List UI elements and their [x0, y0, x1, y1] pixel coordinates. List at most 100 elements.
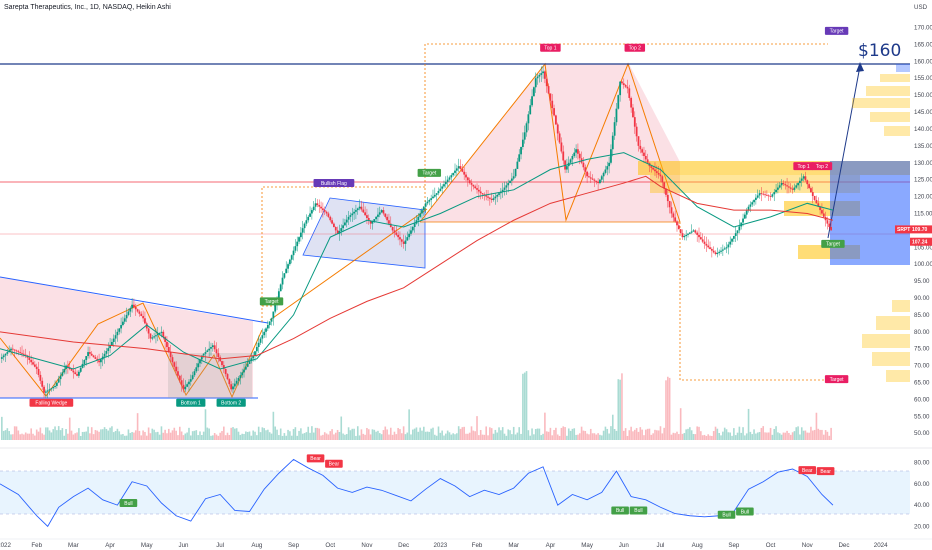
volume-bar [679, 408, 682, 440]
candle-body [344, 222, 346, 226]
candle-body [116, 331, 119, 336]
candle-body [439, 188, 442, 191]
volume-bar [241, 433, 243, 440]
volume-bar [709, 435, 711, 440]
volume-bar [520, 433, 522, 440]
volume-bar [492, 433, 495, 440]
candle-body [180, 380, 183, 385]
candle-body [55, 382, 58, 386]
candle-body [626, 86, 629, 89]
candle-body [243, 369, 245, 373]
volume-bar [633, 429, 636, 440]
candle-body [501, 189, 504, 192]
svg-text:Target: Target [826, 242, 841, 248]
volume-bar [70, 430, 73, 440]
price-tick-label: 100.00 [914, 261, 932, 268]
candle-body [510, 178, 513, 181]
volume-bar [478, 435, 480, 440]
candle-body [261, 335, 264, 339]
candle-body [732, 236, 735, 239]
volume-bar [580, 426, 583, 440]
label-target: Target [259, 297, 284, 306]
candle-body [318, 205, 321, 207]
volume-bar [188, 427, 190, 440]
volume-bar [544, 412, 546, 440]
time-axis[interactable]: 2022 Feb Mar Apr May Jun Jul Aug Sep Oct Nov Dec 202… [0, 538, 932, 549]
candle-body [698, 234, 700, 238]
candle-body [536, 76, 539, 79]
volume-bar [212, 435, 214, 440]
candle-body [466, 177, 469, 181]
price-tick-label: 130.00 [914, 160, 932, 167]
volume-bar [90, 427, 93, 440]
candle-body [239, 375, 242, 379]
volume-bar [566, 435, 568, 440]
time-tick-label: Oct [766, 542, 776, 549]
volume-bar [353, 428, 355, 440]
time-tick-label: Aug [692, 542, 704, 549]
candle-body [465, 174, 467, 178]
volume-bar [268, 432, 271, 440]
price-axis[interactable]: 50.00 55.00 60.00 65.00 70.00 75.00 80.00 85.00… [895, 25, 932, 438]
volume-bar [391, 434, 394, 440]
volume-bar [637, 431, 640, 440]
volume-bar [701, 435, 704, 440]
candle-body [762, 193, 765, 195]
svg-text:Bull: Bull [634, 508, 642, 514]
volume-bar [457, 426, 460, 440]
candle-body [494, 196, 497, 199]
volume-bar [448, 432, 451, 440]
candle-body [459, 166, 462, 169]
volume-bar [718, 432, 720, 440]
candle-body [822, 213, 825, 217]
label-bottom-1: Bottom 1 [176, 398, 206, 407]
volume-bar [514, 434, 517, 440]
volume-bar [538, 428, 541, 440]
candle-body [362, 209, 365, 213]
volume-bar [437, 426, 440, 440]
candle-body [92, 355, 95, 358]
volume-bar [665, 380, 667, 440]
candle-body [659, 174, 662, 177]
candle-body [83, 359, 86, 364]
volume-bar [331, 429, 333, 440]
candle-body [754, 197, 757, 200]
volume-bar [151, 428, 154, 440]
volume-bar [417, 431, 420, 440]
candle-body [643, 152, 645, 156]
volume-bar [503, 433, 506, 440]
candle-body [767, 195, 770, 197]
candle-body [492, 198, 495, 200]
candle-body [479, 191, 482, 194]
candle-body [158, 332, 161, 335]
candle-body [129, 308, 132, 312]
volume-bar [300, 428, 302, 440]
candle-body [94, 357, 97, 359]
candle-body [349, 215, 352, 217]
volume-bar [6, 428, 9, 440]
candle-body [103, 353, 106, 357]
candle-body [87, 352, 89, 357]
time-tick-label: Dec [398, 542, 409, 549]
candle-body [527, 114, 530, 124]
volume-bar [775, 426, 777, 440]
price-tick-label: 60.00 [914, 396, 930, 403]
volume-bar [689, 427, 691, 440]
volume-bar [731, 435, 733, 440]
volume-bar [67, 433, 69, 440]
candle-body [558, 133, 561, 143]
volume-bar [399, 429, 401, 440]
volume-bar [485, 426, 487, 440]
volume-bar [562, 426, 565, 440]
volume-bar [512, 426, 515, 440]
volume-bar [536, 428, 539, 440]
rsi-label-bull: Bull [717, 510, 736, 519]
candle-body [122, 321, 124, 326]
candle-body [175, 366, 178, 372]
candle-body [514, 168, 517, 177]
volume-bar [635, 428, 638, 440]
candle-body [138, 311, 141, 314]
candle-body [254, 351, 256, 356]
candle-body [441, 186, 444, 189]
